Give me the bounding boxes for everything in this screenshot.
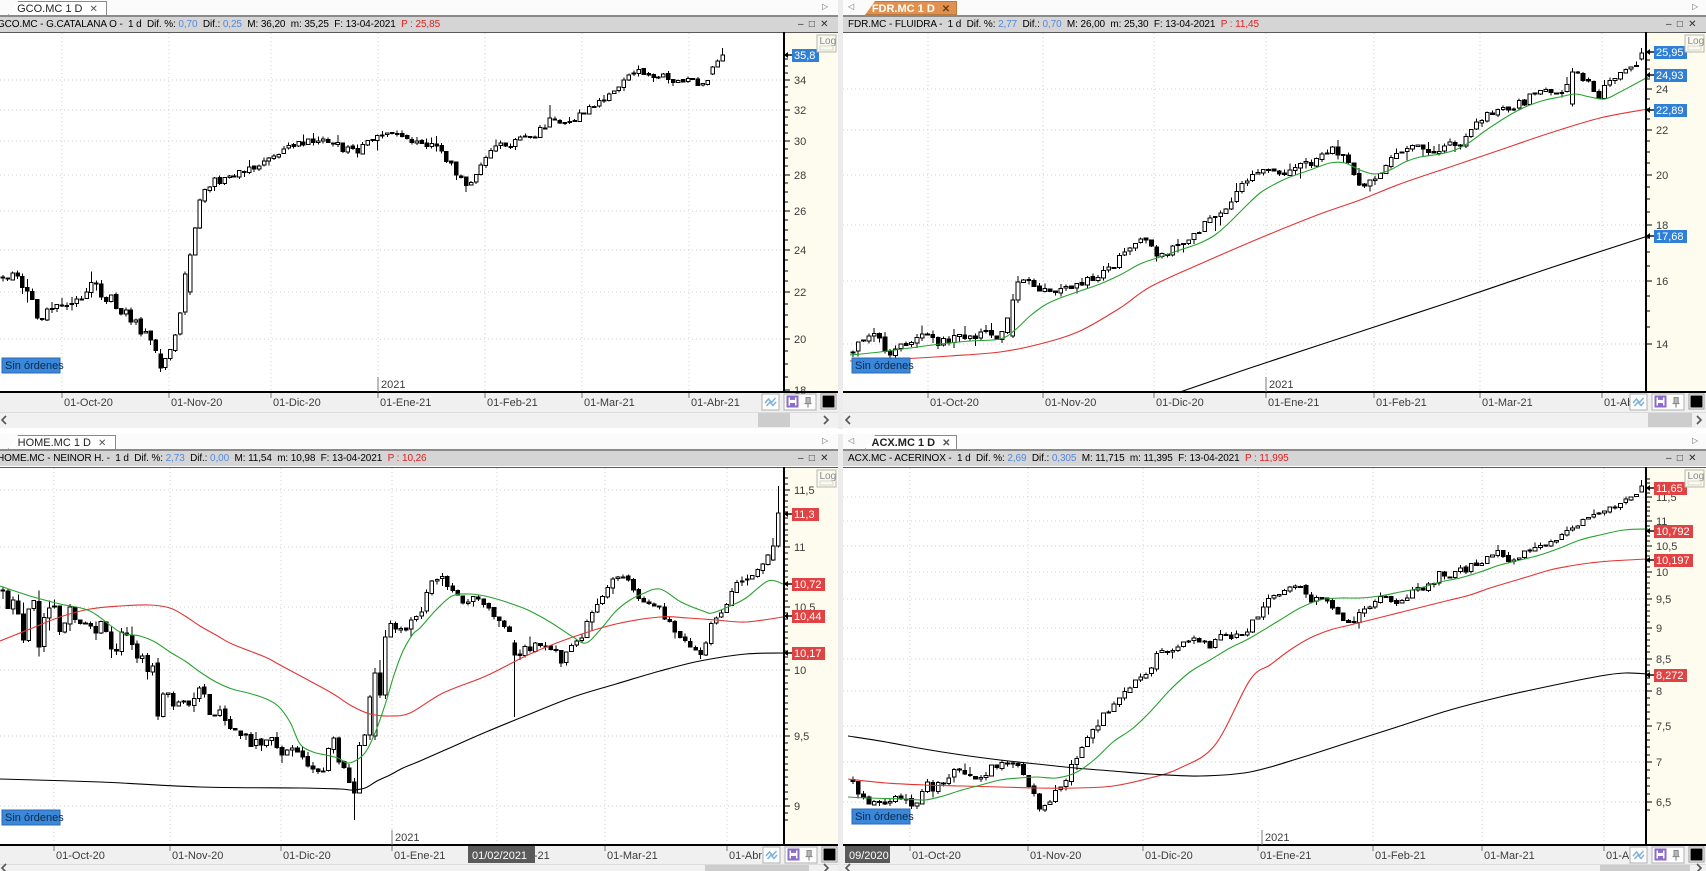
svg-text:Sin órdenes: Sin órdenes xyxy=(855,360,914,372)
svg-text:34: 34 xyxy=(794,75,806,87)
svg-text:6,5: 6,5 xyxy=(1656,797,1671,809)
svg-text:01-Nov-20: 01-Nov-20 xyxy=(172,850,223,862)
svg-text:01-Ab: 01-Ab xyxy=(1606,850,1635,862)
svg-text:22,89: 22,89 xyxy=(1656,105,1684,117)
svg-text:10,197: 10,197 xyxy=(1656,555,1690,567)
svg-text:8: 8 xyxy=(1656,686,1662,698)
svg-text:7: 7 xyxy=(1656,757,1662,769)
svg-text:01-Nov-20: 01-Nov-20 xyxy=(171,397,222,409)
svg-text:35,8: 35,8 xyxy=(794,50,815,62)
svg-text:28: 28 xyxy=(794,170,806,182)
svg-text:17,68: 17,68 xyxy=(1656,231,1684,243)
svg-text:10,44: 10,44 xyxy=(794,611,822,623)
svg-text:Log: Log xyxy=(1688,36,1705,47)
svg-text:7,5: 7,5 xyxy=(1656,721,1671,733)
svg-text:01-Dic-20: 01-Dic-20 xyxy=(283,850,331,862)
svg-text:01/02/2021: 01/02/2021 xyxy=(472,850,527,862)
svg-text:9: 9 xyxy=(1656,623,1662,635)
svg-text:01-Oct-20: 01-Oct-20 xyxy=(930,397,979,409)
svg-text:01-Dic-20: 01-Dic-20 xyxy=(1156,397,1204,409)
svg-text:01-Dic-20: 01-Dic-20 xyxy=(1145,850,1193,862)
svg-text:26: 26 xyxy=(794,206,806,218)
svg-text:01-Mar-21: 01-Mar-21 xyxy=(584,397,635,409)
svg-text:01-Feb-21: 01-Feb-21 xyxy=(487,397,538,409)
svg-text:18: 18 xyxy=(1656,220,1668,232)
svg-text:9,5: 9,5 xyxy=(794,731,809,743)
svg-text:25,95: 25,95 xyxy=(1656,47,1684,59)
svg-text:01-Mar-21: 01-Mar-21 xyxy=(607,850,658,862)
svg-text:14: 14 xyxy=(1656,339,1668,351)
svg-text:30: 30 xyxy=(794,136,806,148)
svg-text:01-Oct-20: 01-Oct-20 xyxy=(912,850,961,862)
svg-text:22: 22 xyxy=(794,287,806,299)
svg-text:10,72: 10,72 xyxy=(794,579,822,591)
svg-text:01-Mar-21: 01-Mar-21 xyxy=(1484,850,1535,862)
svg-text:11,65: 11,65 xyxy=(1656,483,1683,495)
svg-text:10: 10 xyxy=(1656,567,1668,579)
svg-text:24,93: 24,93 xyxy=(1656,70,1684,82)
svg-text:01-Abr-: 01-Abr- xyxy=(729,850,766,862)
svg-text:Log: Log xyxy=(1688,471,1705,482)
svg-text:10,5: 10,5 xyxy=(1656,541,1677,553)
svg-text:2021: 2021 xyxy=(381,379,405,391)
svg-text:10,792: 10,792 xyxy=(1656,526,1690,538)
svg-text:10,17: 10,17 xyxy=(794,648,822,660)
svg-text:32: 32 xyxy=(794,105,806,117)
svg-text:01-Ene-21: 01-Ene-21 xyxy=(380,397,431,409)
svg-text:01-Ab: 01-Ab xyxy=(1604,397,1633,409)
svg-text:01-Mar-21: 01-Mar-21 xyxy=(1482,397,1533,409)
svg-text:2021: 2021 xyxy=(1269,379,1293,391)
svg-text:01-Oct-20: 01-Oct-20 xyxy=(56,850,105,862)
svg-text:Sin órdenes: Sin órdenes xyxy=(855,811,914,823)
svg-text:8,5: 8,5 xyxy=(1656,654,1671,666)
svg-text:01-Feb-21: 01-Feb-21 xyxy=(1376,397,1427,409)
svg-text:01-Abr-21: 01-Abr-21 xyxy=(691,397,740,409)
svg-text:01-Ene-21: 01-Ene-21 xyxy=(394,850,445,862)
svg-text:11: 11 xyxy=(794,542,805,554)
svg-text:Sin órdenes: Sin órdenes xyxy=(5,360,64,372)
svg-text:01-Ene-21: 01-Ene-21 xyxy=(1260,850,1311,862)
svg-text:Log: Log xyxy=(820,36,837,47)
svg-text:11: 11 xyxy=(1656,516,1667,528)
svg-text:01-Ene-21: 01-Ene-21 xyxy=(1268,397,1319,409)
svg-text:20: 20 xyxy=(794,334,806,346)
svg-text:16: 16 xyxy=(1656,276,1668,288)
svg-text:11,5: 11,5 xyxy=(794,485,815,497)
svg-text:10: 10 xyxy=(794,665,806,677)
svg-text:9,5: 9,5 xyxy=(1656,594,1671,606)
svg-text:2021: 2021 xyxy=(395,832,419,844)
svg-text:20: 20 xyxy=(1656,170,1668,182)
svg-text:8,272: 8,272 xyxy=(1656,670,1684,682)
svg-text:01-Nov-20: 01-Nov-20 xyxy=(1030,850,1081,862)
svg-text:01-Dic-20: 01-Dic-20 xyxy=(273,397,321,409)
svg-text:01-Feb-21: 01-Feb-21 xyxy=(1375,850,1426,862)
svg-text:09/2020: 09/2020 xyxy=(849,850,889,862)
svg-text:22: 22 xyxy=(1656,125,1668,137)
svg-text:9: 9 xyxy=(794,801,800,813)
svg-text:24: 24 xyxy=(1656,84,1668,96)
svg-text:11,3: 11,3 xyxy=(794,509,815,521)
svg-text:Sin órdenes: Sin órdenes xyxy=(5,812,64,824)
svg-text:Log: Log xyxy=(820,471,837,482)
svg-text:2021: 2021 xyxy=(1265,832,1289,844)
svg-text:01-Oct-20: 01-Oct-20 xyxy=(64,397,113,409)
svg-text:01-Nov-20: 01-Nov-20 xyxy=(1045,397,1096,409)
svg-text:24: 24 xyxy=(794,245,806,257)
